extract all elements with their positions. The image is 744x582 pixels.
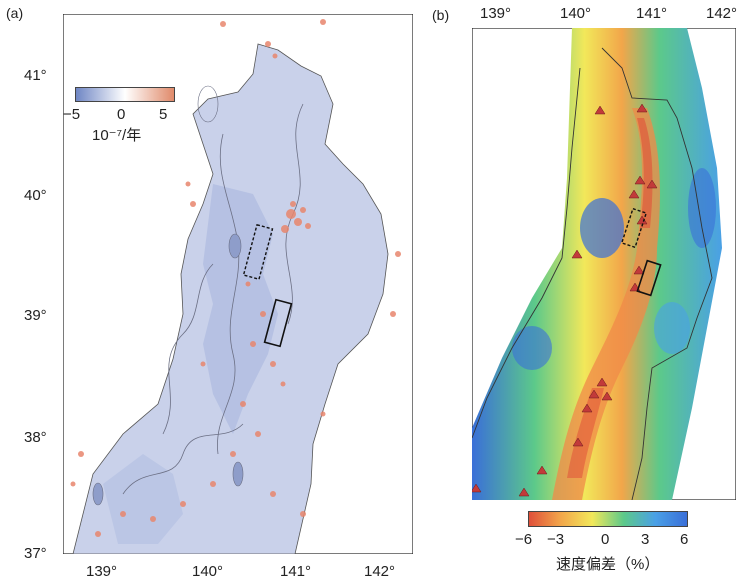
b-dotted-fault-box (620, 207, 648, 249)
a-lon-tick-141: 141° (280, 563, 312, 580)
coastline (601, 47, 713, 501)
panel-a-label: (a) (6, 5, 24, 21)
strain-cb-tick-min: −5 (63, 106, 81, 123)
velocity-cb-tick-2: 0 (601, 531, 610, 548)
lat-tick-41: 41° (24, 67, 47, 84)
strain-cb-tick-max: 5 (159, 106, 168, 123)
solid-fault-box (263, 298, 293, 348)
strain-cb-unit: 10⁻⁷/年 (92, 127, 142, 144)
seismicity-dots (70, 19, 401, 537)
volcano-markers (470, 103, 658, 497)
panel-b-svg (470, 27, 737, 501)
lat-tick-37: 37° (24, 545, 47, 562)
strain-colorbar (75, 87, 175, 102)
a-lon-tick-142: 142° (364, 563, 396, 580)
lat-tick-38: 38° (24, 429, 47, 446)
panel-a-svg (62, 13, 414, 555)
b-lon-tick-140: 140° (560, 5, 592, 22)
a-lon-tick-139: 139° (86, 563, 118, 580)
velocity-colorbar (528, 511, 688, 527)
panel-b-label: (b) (432, 7, 450, 23)
velocity-field (472, 28, 722, 500)
velocity-cb-tick-1: −3 (547, 531, 565, 548)
a-lon-tick-140: 140° (192, 563, 224, 580)
panel-a-map (62, 13, 414, 555)
velocity-cb-title: 速度偏差（%） (556, 556, 660, 573)
strain-cb-tick-zero: 0 (117, 106, 126, 123)
lat-tick-40: 40° (24, 187, 47, 204)
velocity-cb-tick-0: −6 (515, 531, 533, 548)
strain-contour (217, 133, 240, 455)
lat-tick-39: 39° (24, 307, 47, 324)
velocity-cb-tick-4: 6 (680, 531, 689, 548)
velocity-cb-tick-3: 3 (641, 531, 650, 548)
b-lon-tick-142: 142° (706, 5, 738, 22)
b-lon-tick-139: 139° (480, 5, 512, 22)
b-lon-tick-141: 141° (636, 5, 668, 22)
panel-b-map (470, 27, 737, 501)
b-solid-fault-box (636, 259, 662, 297)
